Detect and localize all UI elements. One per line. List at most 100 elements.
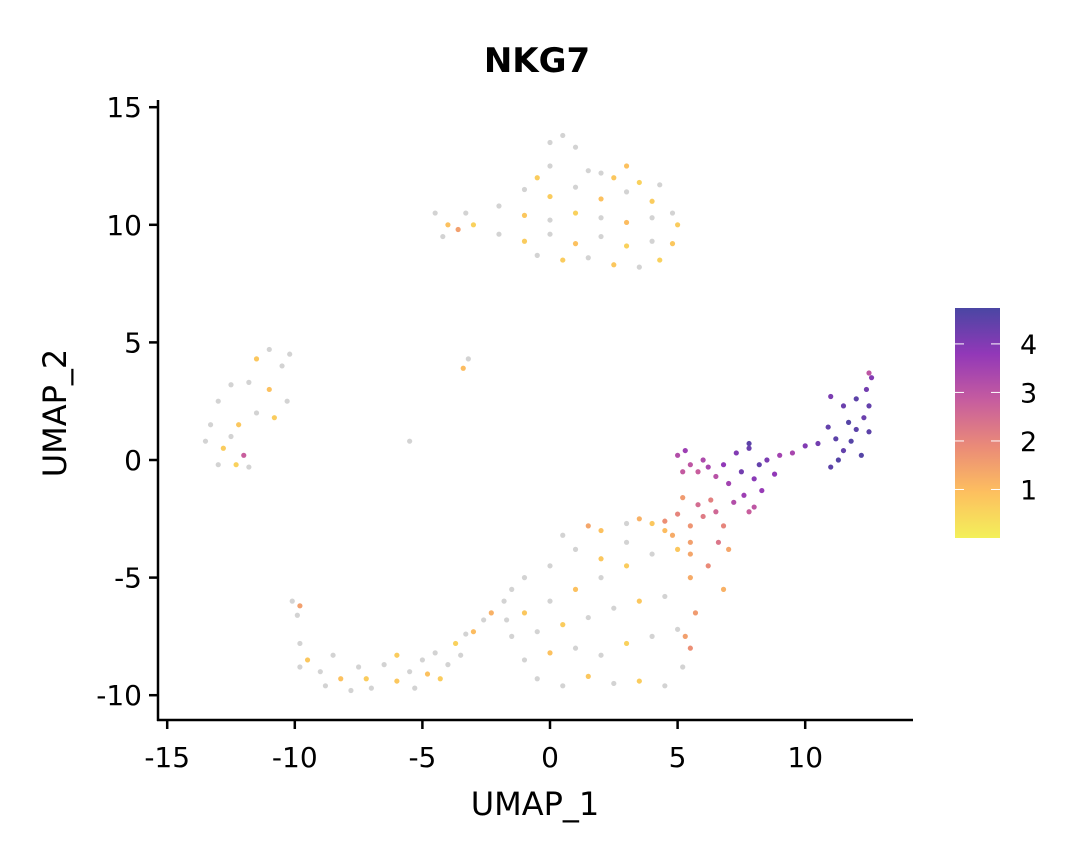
- cell-point: [470, 629, 477, 635]
- cell-point: [853, 396, 859, 402]
- cell-point: [560, 257, 566, 263]
- cell-point: [463, 631, 469, 637]
- cell-point: [720, 523, 727, 529]
- cell-point: [356, 664, 362, 670]
- cell-point: [445, 662, 451, 668]
- cell-point: [363, 676, 369, 682]
- cell-point: [445, 222, 451, 228]
- cell-point: [572, 144, 579, 150]
- colorbar-tick-label: 4: [1020, 330, 1037, 361]
- cell-point: [560, 622, 566, 628]
- cell-point: [751, 504, 757, 510]
- cell-point: [432, 210, 438, 216]
- cell-point: [521, 212, 528, 218]
- y-tick-label: -10: [96, 679, 142, 712]
- cell-point: [731, 499, 737, 505]
- cell-point: [228, 433, 234, 440]
- cell-point: [509, 586, 515, 592]
- cell-point: [705, 464, 711, 470]
- cell-point: [598, 215, 604, 221]
- cell-point: [764, 457, 770, 463]
- cell-point: [623, 539, 630, 545]
- cell-point: [720, 586, 727, 592]
- cell-point: [687, 575, 693, 581]
- cell-point: [547, 231, 553, 237]
- cell-point: [657, 182, 663, 188]
- cell-point: [649, 551, 655, 557]
- x-tick-label: -15: [144, 741, 190, 774]
- cell-point: [585, 673, 591, 679]
- cell-point: [504, 617, 510, 623]
- cell-point: [598, 527, 604, 534]
- cell-point: [572, 645, 579, 651]
- cell-point: [330, 652, 336, 658]
- cell-point: [708, 497, 714, 503]
- cell-point: [687, 523, 693, 529]
- cell-point: [394, 678, 400, 684]
- cell-point: [560, 532, 566, 538]
- cell-point: [287, 351, 293, 357]
- cell-point: [687, 462, 693, 468]
- x-tick-label: 0: [541, 741, 559, 774]
- cell-point: [741, 492, 747, 498]
- cell-point: [669, 241, 676, 247]
- cell-point: [675, 626, 681, 632]
- cell-point: [598, 196, 604, 202]
- cell-point: [687, 645, 693, 651]
- cell-point: [521, 657, 528, 663]
- cell-point: [695, 502, 701, 508]
- cell-point: [585, 255, 591, 261]
- y-tick-label: 15: [106, 91, 142, 124]
- cell-point: [407, 438, 413, 444]
- cell-point: [695, 469, 701, 475]
- cell-point: [368, 685, 374, 691]
- cell-point: [687, 551, 693, 557]
- cell-point: [845, 419, 852, 425]
- cell-point: [294, 612, 300, 618]
- cell-point: [759, 487, 765, 494]
- cell-point: [534, 175, 540, 181]
- cell-point: [835, 457, 841, 463]
- colorbar-tick-label: 2: [1020, 427, 1037, 458]
- cell-point: [853, 426, 859, 433]
- cell-point: [460, 365, 466, 371]
- cell-point: [598, 556, 604, 562]
- cell-point: [253, 356, 260, 362]
- cell-point: [636, 598, 642, 604]
- colorbar-legend: 1 2 3 4: [955, 308, 1037, 538]
- cell-point: [419, 657, 425, 663]
- cell-point: [481, 617, 487, 623]
- cell-point: [412, 685, 418, 691]
- cell-point: [675, 511, 681, 517]
- cell-point: [700, 513, 706, 520]
- cell-point: [598, 170, 604, 176]
- cell-point: [317, 669, 323, 675]
- cell-point: [858, 452, 864, 458]
- cell-point: [207, 422, 214, 428]
- cell-point: [863, 386, 870, 393]
- cell-point: [279, 363, 285, 369]
- cell-point: [662, 527, 668, 534]
- cell-point: [828, 464, 834, 470]
- cell-point: [585, 614, 591, 621]
- cell-point: [662, 593, 668, 600]
- cell-point: [828, 393, 834, 400]
- cell-point: [866, 370, 872, 376]
- cell-point: [682, 633, 688, 640]
- cell-point: [440, 233, 446, 240]
- cell-point: [825, 424, 831, 430]
- cell-point: [598, 575, 604, 581]
- cell-point: [623, 520, 630, 527]
- cell-point: [241, 452, 247, 458]
- cell-point: [636, 264, 642, 270]
- cell-point: [700, 457, 706, 463]
- cell-point: [623, 563, 630, 569]
- cell-point: [202, 438, 209, 444]
- cell-point: [680, 469, 686, 475]
- cell-point: [623, 219, 630, 226]
- cell-point: [636, 516, 642, 522]
- x-axis-label: UMAP_1: [471, 785, 600, 823]
- cell-point: [840, 403, 847, 409]
- cell-point: [233, 462, 239, 468]
